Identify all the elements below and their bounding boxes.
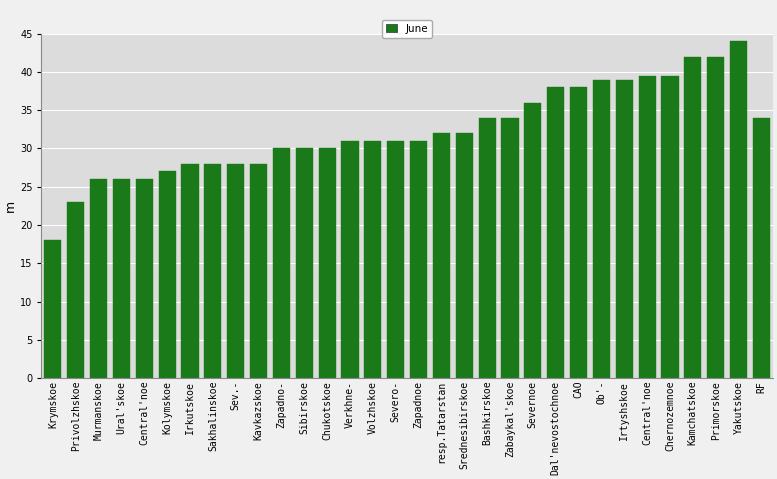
Bar	[296, 148, 313, 378]
Legend: June: June	[382, 20, 432, 38]
Bar	[319, 148, 336, 378]
Bar	[136, 179, 153, 378]
Bar	[730, 41, 747, 378]
Bar	[593, 80, 610, 378]
Bar	[661, 76, 678, 378]
Bar	[547, 87, 564, 378]
Bar	[570, 87, 587, 378]
Bar	[159, 171, 176, 378]
Bar	[44, 240, 61, 378]
Bar	[433, 133, 450, 378]
Bar	[364, 141, 382, 378]
Bar	[615, 80, 632, 378]
Bar	[204, 164, 221, 378]
Bar	[753, 118, 770, 378]
Bar	[639, 76, 656, 378]
Bar	[387, 141, 404, 378]
Bar	[456, 133, 473, 378]
Bar	[524, 103, 542, 378]
Bar	[707, 57, 724, 378]
Bar	[501, 118, 518, 378]
Bar	[479, 118, 496, 378]
Bar	[410, 141, 427, 378]
Bar	[250, 164, 267, 378]
Bar	[90, 179, 107, 378]
Bar	[227, 164, 244, 378]
Bar	[113, 179, 130, 378]
Bar	[341, 141, 359, 378]
Bar	[273, 148, 290, 378]
Bar	[182, 164, 199, 378]
Bar	[685, 57, 702, 378]
Y-axis label: m: m	[4, 200, 17, 212]
Bar	[67, 202, 85, 378]
